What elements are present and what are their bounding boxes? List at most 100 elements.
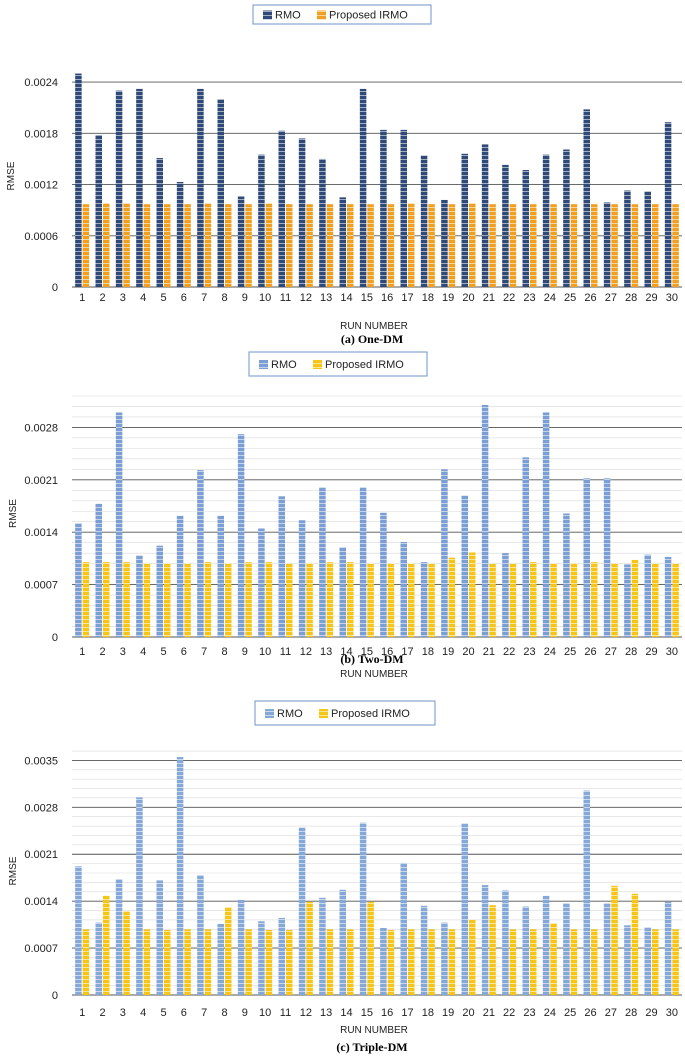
bar-rmo	[441, 469, 448, 637]
x-tick-label: 20	[462, 1007, 474, 1019]
bar-irmo	[469, 203, 476, 287]
bar-rmo	[95, 135, 102, 287]
bar-irmo	[387, 929, 395, 995]
bar-rmo	[278, 917, 285, 995]
x-tick-label: 7	[201, 646, 207, 658]
bar-rmo	[603, 903, 611, 995]
bar-irmo	[326, 562, 334, 637]
bar-irmo	[204, 562, 212, 637]
x-tick-label: 27	[605, 292, 617, 304]
bar-irmo	[82, 562, 90, 637]
bar-rmo	[502, 164, 509, 287]
bar-irmo	[530, 204, 537, 287]
x-tick-label: 26	[584, 1007, 596, 1019]
bar-rmo	[624, 190, 631, 287]
x-tick-label: 10	[259, 1007, 271, 1019]
bar-irmo	[265, 929, 273, 995]
bar-irmo	[672, 929, 679, 995]
bar-irmo	[306, 901, 313, 995]
bar-rmo	[420, 905, 428, 995]
bar-irmo	[225, 563, 232, 637]
bar-rmo	[217, 515, 224, 637]
legend-label-rmo: RMO	[275, 10, 301, 22]
bar-irmo	[347, 929, 354, 995]
bar-rmo	[583, 790, 590, 995]
bar-rmo	[481, 144, 489, 287]
bar-irmo	[204, 203, 212, 287]
y-tick-label: 0.0018	[24, 128, 58, 140]
bar-rmo	[644, 554, 651, 637]
bar-irmo	[631, 893, 639, 995]
x-tick-label: 11	[280, 292, 291, 304]
bar-rmo	[563, 903, 570, 995]
x-tick-label: 17	[401, 1007, 413, 1019]
bar-irmo	[387, 563, 395, 637]
bar-irmo	[123, 203, 130, 287]
bar-rmo	[644, 927, 651, 995]
x-tick-label: 4	[140, 646, 146, 658]
y-tick-label: 0.0028	[24, 802, 58, 814]
x-tick-label: 2	[99, 1007, 105, 1019]
bar-rmo	[319, 487, 326, 637]
bar-irmo	[530, 562, 537, 637]
bar-rmo	[115, 90, 123, 287]
bar-irmo	[652, 563, 659, 637]
bar-irmo	[123, 562, 130, 637]
bar-irmo	[509, 563, 517, 637]
x-tick-label: 14	[340, 646, 352, 658]
bar-rmo	[95, 922, 102, 995]
bar-rmo	[176, 515, 184, 637]
bar-rmo	[502, 890, 509, 995]
x-tick-label: 15	[361, 646, 373, 658]
x-tick-label: 1	[79, 646, 85, 658]
x-tick-label: 30	[666, 292, 678, 304]
bar-rmo	[237, 196, 245, 287]
bar-rmo	[664, 901, 672, 995]
bar-irmo	[428, 929, 435, 995]
bar-rmo	[298, 827, 306, 995]
bar-rmo	[522, 170, 529, 287]
bar-rmo	[115, 879, 123, 995]
bar-irmo	[469, 552, 476, 637]
bar-irmo	[652, 929, 659, 995]
bar-irmo	[387, 204, 395, 287]
x-tick-label: 12	[300, 1007, 312, 1019]
x-tick-label: 16	[381, 646, 393, 658]
bar-rmo	[420, 155, 428, 287]
x-tick-label: 26	[584, 292, 596, 304]
bar-irmo	[489, 563, 496, 637]
bar-rmo	[319, 897, 326, 995]
bar-irmo	[652, 204, 659, 287]
x-tick-label: 8	[221, 646, 227, 658]
x-tick-label: 25	[564, 292, 576, 304]
bar-rmo	[664, 556, 672, 637]
bar-rmo	[380, 927, 387, 995]
x-tick-label: 8	[221, 1007, 227, 1019]
bar-rmo	[359, 88, 367, 288]
chart-caption: (b) Two-DM	[340, 652, 403, 666]
bar-rmo	[217, 99, 224, 288]
x-tick-label: 13	[320, 646, 332, 658]
bar-rmo	[258, 921, 265, 995]
bar-irmo	[184, 204, 191, 287]
x-tick-label: 18	[422, 292, 434, 304]
x-tick-label: 9	[242, 646, 248, 658]
x-tick-label: 24	[544, 1007, 556, 1019]
bar-irmo	[631, 559, 639, 637]
bar-irmo	[164, 563, 171, 637]
x-axis-title: RUN NUMBER	[340, 321, 408, 332]
x-tick-label: 8	[221, 292, 227, 304]
bar-rmo	[136, 555, 143, 637]
bar-irmo	[164, 204, 171, 287]
legend-label-irmo: Proposed IRMO	[329, 10, 408, 22]
x-tick-label: 29	[645, 646, 657, 658]
x-tick-label: 16	[381, 1007, 393, 1019]
bar-rmo	[197, 88, 204, 288]
x-tick-label: 11	[280, 646, 291, 658]
bar-irmo	[591, 204, 598, 287]
bar-rmo	[278, 130, 285, 287]
x-tick-label: 29	[645, 292, 657, 304]
